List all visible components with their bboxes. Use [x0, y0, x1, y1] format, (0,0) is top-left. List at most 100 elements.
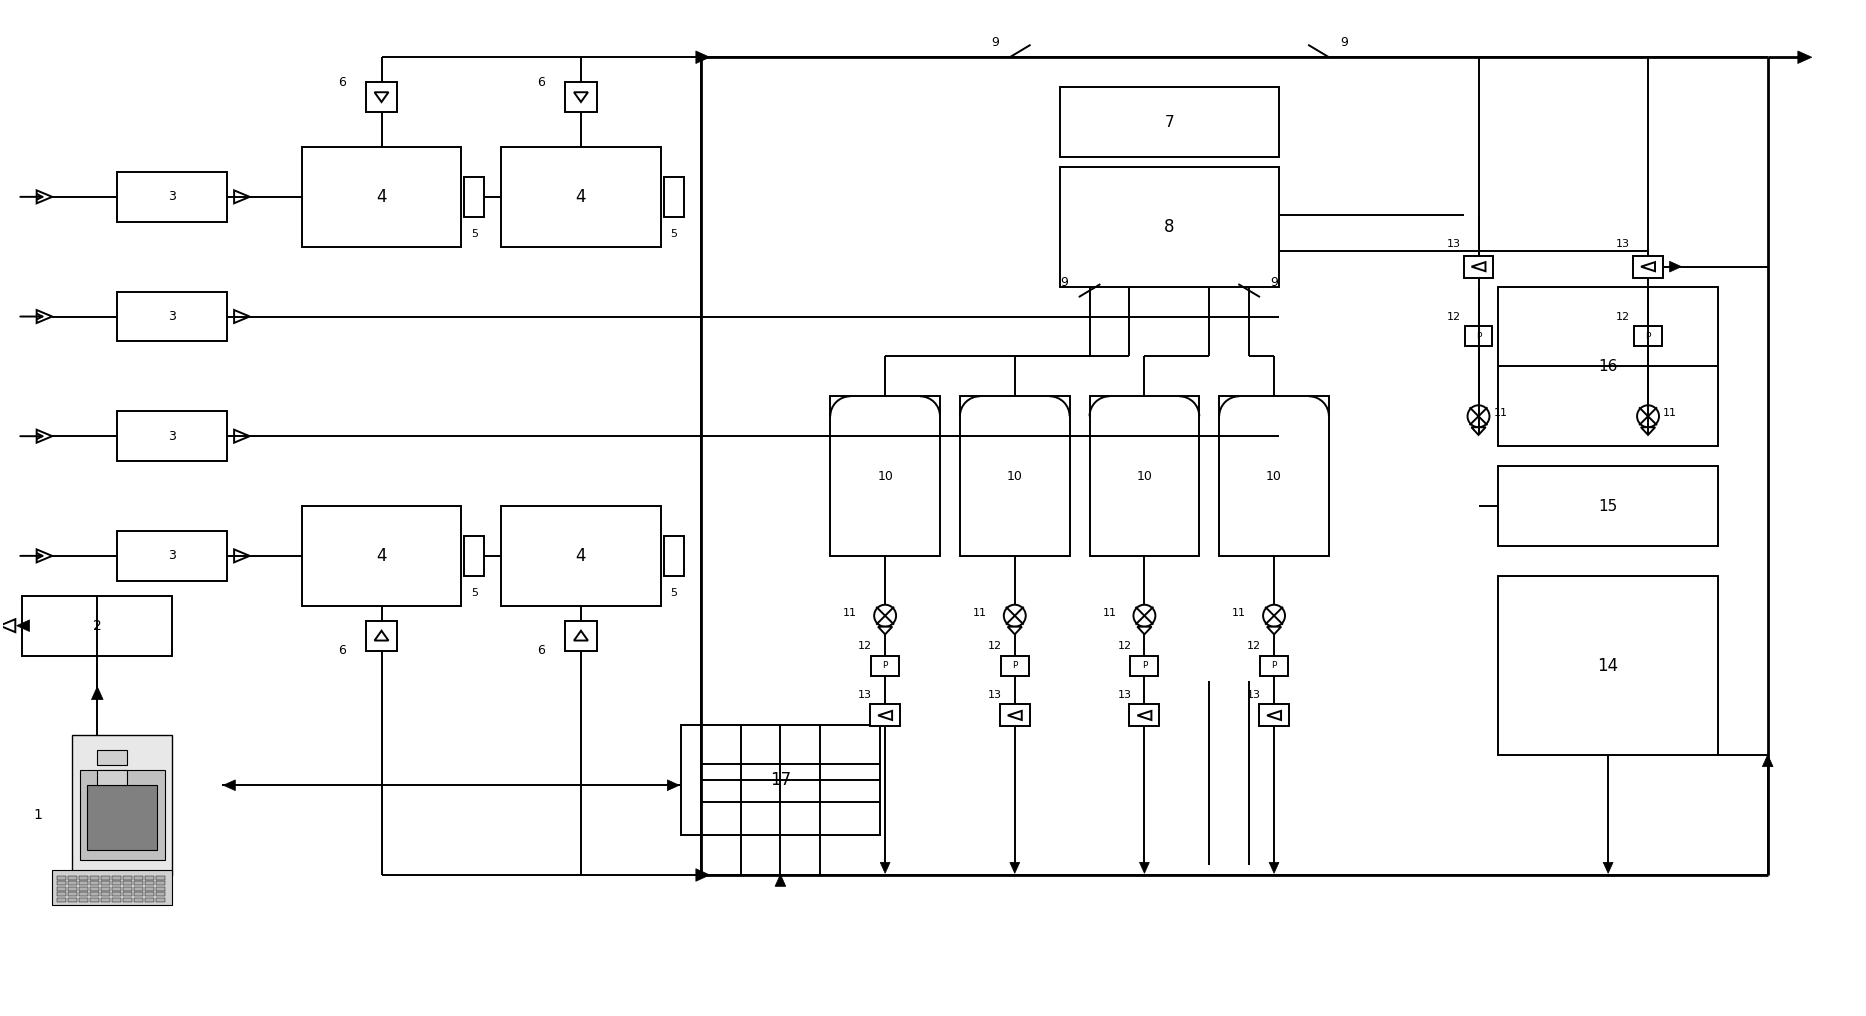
Bar [1260, 704, 1289, 726]
Polygon shape [1670, 261, 1681, 272]
Bar [146, 882, 155, 886]
Bar [58, 876, 67, 880]
Text: 14: 14 [1597, 656, 1618, 675]
Bar [134, 876, 144, 880]
Text: 15: 15 [1599, 499, 1618, 513]
Text: 10: 10 [877, 469, 894, 483]
Bar [80, 887, 88, 891]
Bar [112, 876, 121, 880]
Polygon shape [375, 92, 388, 102]
Polygon shape [696, 869, 709, 881]
Bar [58, 882, 67, 886]
Polygon shape [575, 631, 588, 640]
Text: 16: 16 [1599, 359, 1618, 374]
Bar [1633, 256, 1663, 277]
Bar [1000, 655, 1028, 676]
Text: 4: 4 [377, 547, 386, 565]
Polygon shape [233, 430, 250, 443]
Bar [97, 751, 127, 765]
Text: 13: 13 [1246, 691, 1261, 700]
Polygon shape [1267, 711, 1282, 720]
Bar [664, 535, 683, 576]
Bar [69, 898, 77, 902]
Circle shape [1133, 605, 1155, 627]
Bar [134, 898, 144, 902]
Text: 10: 10 [1267, 469, 1282, 483]
Bar [681, 725, 881, 835]
Bar [80, 876, 88, 880]
Bar [1129, 704, 1159, 726]
Text: 4: 4 [377, 188, 386, 206]
Polygon shape [575, 92, 588, 102]
Bar [69, 882, 77, 886]
Text: 13: 13 [1118, 691, 1131, 700]
Bar [302, 506, 461, 606]
Bar [101, 892, 110, 896]
Polygon shape [1269, 863, 1278, 874]
Text: 13: 13 [1446, 239, 1461, 249]
Bar [1498, 466, 1719, 546]
Text: 12: 12 [858, 641, 871, 650]
Polygon shape [37, 310, 52, 323]
Bar [1498, 287, 1719, 446]
Text: 9: 9 [1340, 37, 1347, 49]
Circle shape [1004, 605, 1026, 627]
Bar [1635, 326, 1663, 346]
Polygon shape [668, 780, 679, 790]
Bar [146, 898, 155, 902]
Text: P: P [883, 661, 888, 671]
Text: 3: 3 [168, 550, 175, 563]
Bar [112, 898, 121, 902]
Polygon shape [1136, 627, 1151, 634]
Text: P: P [1646, 332, 1651, 341]
Bar [80, 770, 164, 860]
Bar [52, 870, 172, 905]
Text: 3: 3 [168, 310, 175, 323]
Bar [118, 172, 228, 221]
Bar [101, 898, 110, 902]
Bar [664, 177, 683, 216]
Text: 6: 6 [537, 75, 545, 88]
Bar [366, 621, 397, 650]
Bar [366, 82, 397, 112]
Circle shape [1467, 405, 1489, 427]
Polygon shape [0, 619, 15, 632]
Bar [69, 887, 77, 891]
Bar [1060, 87, 1278, 156]
Circle shape [873, 605, 896, 627]
Bar [146, 887, 155, 891]
Bar [157, 876, 164, 880]
Polygon shape [1010, 863, 1019, 874]
Bar [502, 506, 661, 606]
Bar [69, 876, 77, 880]
Bar [146, 892, 155, 896]
Bar [1060, 167, 1278, 287]
Text: P: P [1476, 332, 1482, 341]
Bar [90, 876, 99, 880]
Bar [157, 892, 164, 896]
Polygon shape [233, 190, 250, 203]
Text: 12: 12 [1246, 641, 1261, 650]
Bar [1463, 256, 1493, 277]
Text: 3: 3 [168, 190, 175, 203]
Polygon shape [1138, 711, 1151, 720]
Bar [58, 898, 67, 902]
Bar [80, 892, 88, 896]
Bar [88, 785, 157, 850]
Text: 11: 11 [972, 608, 987, 618]
Bar [959, 396, 1069, 556]
Polygon shape [1008, 627, 1023, 634]
Text: 10: 10 [1136, 469, 1153, 483]
Text: 4: 4 [577, 547, 586, 565]
Text: 13: 13 [987, 691, 1002, 700]
Polygon shape [881, 863, 890, 874]
Bar [123, 887, 132, 891]
Polygon shape [37, 550, 52, 562]
Bar [101, 882, 110, 886]
Bar [58, 892, 67, 896]
Bar [146, 876, 155, 880]
Bar [134, 892, 144, 896]
Text: 6: 6 [338, 75, 345, 88]
Bar [502, 147, 661, 247]
Bar [302, 147, 461, 247]
